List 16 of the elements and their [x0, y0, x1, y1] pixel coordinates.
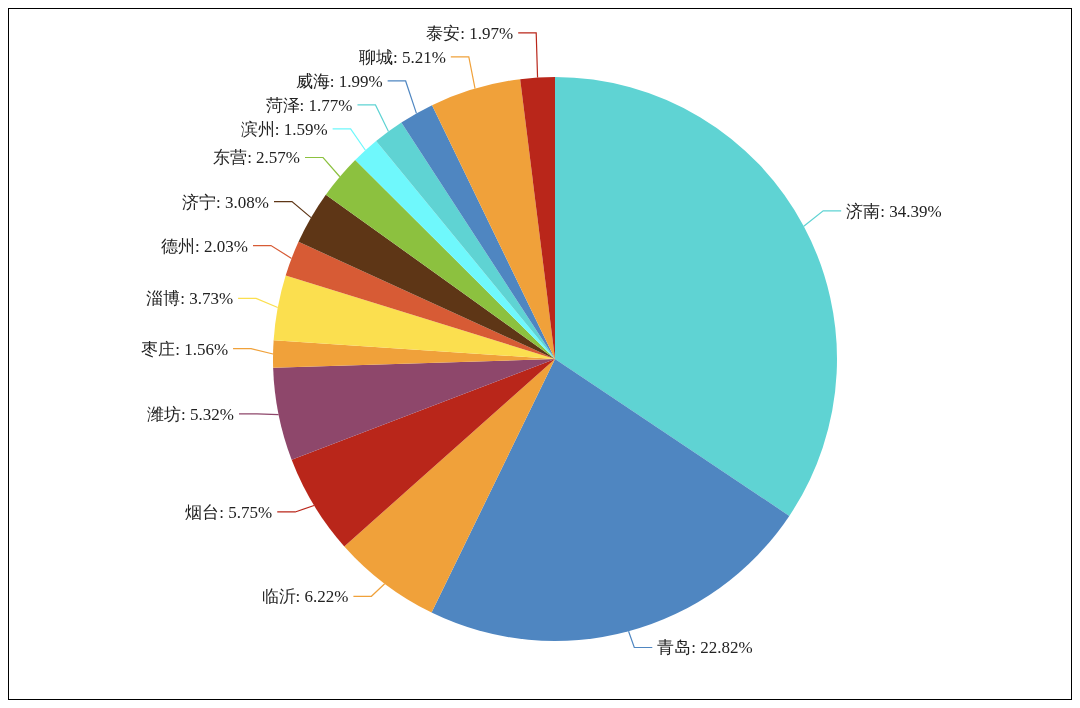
slice-label: 烟台: 5.75%: [185, 502, 273, 522]
slice-label: 聊城: 5.21%: [358, 47, 446, 67]
slice-label: 潍坊: 5.32%: [147, 404, 234, 424]
slice-label: 菏泽: 1.77%: [265, 95, 353, 115]
slice-label: 济宁: 3.08%: [182, 192, 269, 212]
slice-label: 临沂: 6.22%: [261, 587, 349, 607]
slice-label: 德州: 2.03%: [161, 236, 248, 256]
pie-slice: [555, 77, 837, 516]
slice-label: 威海: 1.99%: [295, 71, 383, 91]
slice-label: 青岛: 22.82%: [657, 638, 753, 658]
slice-label: 滨州: 1.59%: [240, 119, 328, 139]
slice-label: 济南: 34.39%: [846, 201, 942, 221]
slice-label: 淄博: 3.73%: [146, 289, 234, 309]
slice-label: 枣庄: 1.56%: [141, 339, 229, 359]
slice-label: 泰安: 1.97%: [426, 23, 514, 43]
slice-label: 东营: 2.57%: [213, 148, 301, 168]
